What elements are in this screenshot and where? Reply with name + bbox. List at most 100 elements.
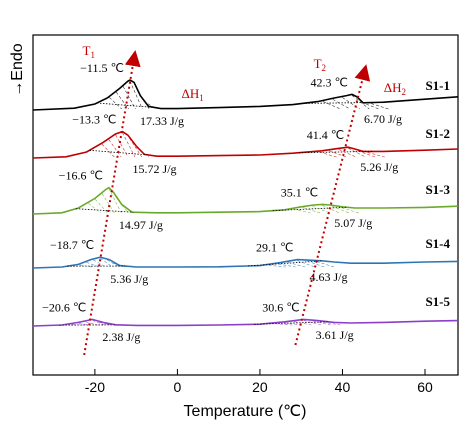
x-axis-title: Temperature (℃) (184, 403, 307, 420)
hatch-line (109, 97, 122, 110)
hatch-line (122, 205, 136, 214)
sample-label-s1-3: S1-3 (425, 182, 450, 197)
hatch-line (88, 203, 101, 214)
y-axis-title: →Endo (9, 43, 26, 96)
peak1-temp-label-s1-1: −11.5 ℃ (80, 61, 124, 75)
hatch-line (341, 207, 359, 214)
baseline-peak1-s1-1 (96, 102, 155, 108)
hatch-line (101, 193, 115, 214)
hatch-line (268, 265, 286, 268)
peak1-temp-label-s1-2: −13.3 ℃ (72, 113, 116, 127)
hatch-line (351, 95, 370, 110)
peak2-temp-label-s1-2: 41.4 ℃ (307, 128, 344, 142)
peak1-enthalpy-s1-3: 14.97 J/g (119, 218, 163, 232)
hatch-line (143, 100, 157, 110)
hatch-line (85, 321, 98, 326)
peak1-enthalpy-s1-4: 5.36 J/g (110, 272, 148, 286)
hatch-line (136, 89, 150, 110)
x-tick-label: -20 (85, 379, 105, 395)
baseline-peak1-s1-3 (75, 208, 134, 213)
peak2-temp-label-s1-1: 42.3 ℃ (310, 75, 347, 89)
hatch-line (284, 322, 302, 326)
baseline-peak2-s1-2 (298, 151, 374, 154)
hatch-line (108, 139, 122, 158)
peak1-temp-label-s1-3: −16.6 ℃ (59, 169, 103, 183)
hatch-line (367, 152, 385, 158)
hatch-line (302, 207, 321, 214)
hatch-line (338, 149, 357, 158)
peak2-enthalpy-s1-3: 5.07 J/g (334, 216, 372, 230)
hatch-line (101, 143, 115, 158)
peak1-enthalpy-s1-1: 17.33 J/g (140, 114, 184, 128)
trace-s1-4 (32, 256, 459, 269)
hatch-line (129, 80, 143, 110)
peak2-enthalpy-s1-5: 3.61 J/g (316, 328, 354, 342)
hatch-line (361, 102, 380, 110)
peak2-temp-label-s1-4: 29.1 ℃ (256, 241, 293, 255)
dh2-label: ΔH2 (384, 80, 406, 97)
peak1-enthalpy-s1-2: 15.72 J/g (133, 162, 177, 176)
hatch-line (278, 263, 296, 268)
t1-trend-arrow (83, 50, 141, 356)
sample-label-s1-2: S1-2 (425, 126, 450, 141)
sample-label-s1-5: S1-5 (425, 294, 450, 309)
t2-trend-arrow (294, 64, 371, 346)
baseline-peak2-s1-5 (254, 321, 329, 325)
peak2-temp-label-s1-3: 35.1 ℃ (281, 185, 318, 199)
hatch-line (348, 147, 366, 158)
t1-label: T1 (83, 43, 95, 60)
peak1-temp-label-s1-5: −20.6 ℃ (42, 300, 86, 314)
x-tick-label: 0 (174, 379, 182, 395)
plot-frame (32, 34, 459, 376)
hatch-line (303, 320, 322, 326)
x-axis: -20 0 20 40 60 (85, 369, 433, 395)
peak1-temp-label-s1-4: −18.7 ℃ (50, 238, 94, 252)
hatch-line (108, 188, 122, 214)
hatch-line (94, 198, 108, 214)
baseline-peak1-s1-2 (89, 149, 148, 156)
hatch-line (93, 259, 106, 268)
trace-s1-2 (32, 130, 459, 159)
annotations-layer: −11.5 ℃ 42.3 ℃ 17.33 J/g 6.70 J/g S1-1 −13.3 … (42, 43, 450, 356)
dh1-label: ΔH1 (182, 86, 204, 103)
hatch-line (322, 321, 341, 326)
hatch-line (312, 205, 331, 214)
hatch-line (342, 97, 360, 110)
hatch-line (331, 205, 350, 214)
hatch-line (293, 208, 311, 214)
hatch-line (71, 324, 85, 326)
baseline-peak2-s1-4 (247, 260, 323, 267)
hatch-line (371, 103, 389, 110)
hatch-line (115, 134, 129, 158)
hatch-line (274, 323, 293, 326)
hatch-line (99, 322, 112, 326)
peak2-enthalpy-s1-4: 4.63 J/g (309, 270, 347, 284)
hatch-line (316, 261, 335, 268)
hatch-line (100, 257, 113, 268)
hatch-line (115, 196, 129, 214)
hatch-line (113, 263, 127, 268)
hatch-line (297, 260, 315, 268)
sample-label-s1-4: S1-4 (425, 236, 450, 251)
t2-label: T2 (314, 56, 326, 73)
hatch-line (357, 150, 376, 158)
hatch-line (322, 101, 341, 110)
x-tick-label: 60 (417, 379, 433, 395)
hatch-line (313, 320, 331, 326)
x-tick-label: 20 (252, 379, 268, 395)
hatch-line (307, 260, 325, 268)
x-tick-label: 40 (335, 379, 351, 395)
hatch-line (122, 86, 136, 110)
hatch-line (287, 262, 306, 268)
peak2-enthalpy-s1-2: 5.26 J/g (360, 160, 398, 174)
hatch-line (79, 264, 93, 268)
hatch-line (129, 138, 143, 158)
trace-s1-1 (32, 79, 459, 111)
hatch-line (322, 205, 340, 214)
hatch-line (92, 320, 105, 326)
hatch-line (86, 261, 99, 268)
hatch-line (136, 146, 149, 158)
hatch-line (122, 132, 136, 158)
trace-s1-3 (32, 186, 459, 215)
